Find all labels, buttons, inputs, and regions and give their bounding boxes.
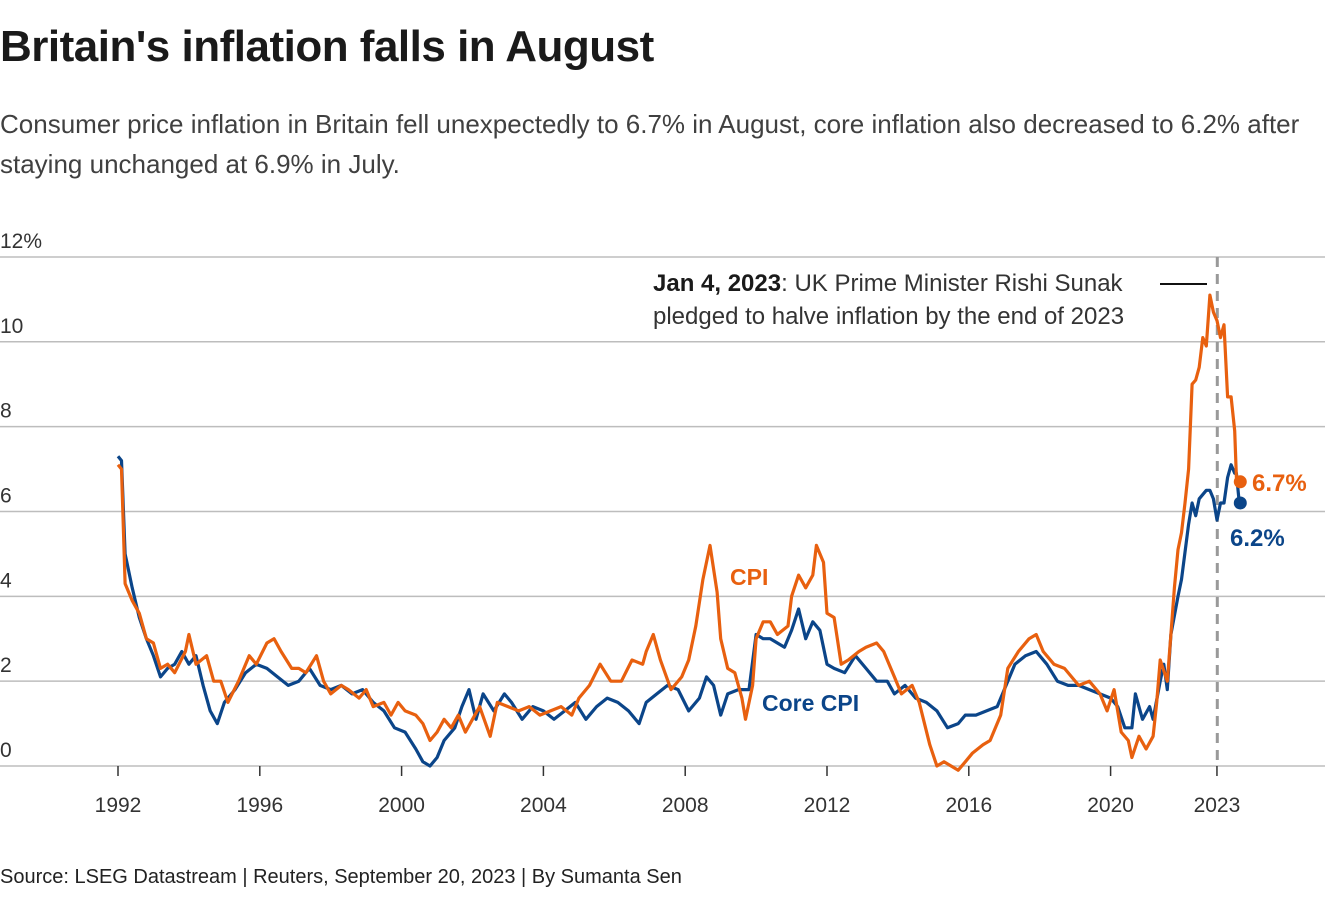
annotation-date: Jan 4, 2023 (653, 270, 781, 297)
y-tick-label: 6 (0, 484, 12, 507)
chart-title: Britain's inflation falls in August (0, 22, 654, 71)
core-series-label: Core CPI (762, 690, 859, 716)
y-tick-label: 4 (0, 569, 12, 592)
core-end-label: 6.2% (1230, 525, 1285, 552)
y-tick-label: 8 (0, 400, 12, 423)
annotation-text-line1: Jan 4, 2023: UK Prime Minister Rishi Sun… (653, 270, 1124, 297)
x-tick-label: 2020 (1087, 794, 1134, 817)
cpi-series-label: CPI (730, 564, 768, 590)
source-note: Source: LSEG Datastream | Reuters, Septe… (0, 866, 682, 888)
x-tick-label: 2016 (945, 794, 992, 817)
cpi-end-point (1233, 475, 1247, 489)
core-cpi-end-point (1233, 496, 1247, 510)
y-tick-label: 0 (0, 739, 12, 762)
chart-subtitle: Consumer price inflation in Britain fell… (0, 109, 1300, 179)
x-tick-label: 2000 (378, 794, 425, 817)
y-tick-label: 12% (0, 230, 42, 253)
cpi-end-label: 6.7% (1252, 470, 1307, 497)
cpi-line (116, 293, 1241, 772)
x-tick-label: 1992 (95, 794, 142, 817)
x-tick-label: 2008 (662, 794, 709, 817)
annotation-text: : UK Prime Minister Rishi Sunak (781, 270, 1123, 297)
core-cpi-line (116, 455, 1241, 768)
x-tick-label: 2012 (804, 794, 851, 817)
x-tick-label: 2023 (1194, 794, 1241, 817)
y-tick-label: 10 (0, 315, 23, 338)
x-tick-label: 1996 (236, 794, 283, 817)
y-tick-label: 2 (0, 654, 12, 677)
grid: 0 2 4 6 8 10 12% (0, 230, 1325, 767)
x-axis: 1992 1996 2000 2004 2008 2012 2016 2020 2023 (95, 766, 1241, 817)
annotation-text-line2: pledged to halve inflation by the end of… (653, 303, 1124, 330)
x-tick-label: 2004 (520, 794, 567, 817)
